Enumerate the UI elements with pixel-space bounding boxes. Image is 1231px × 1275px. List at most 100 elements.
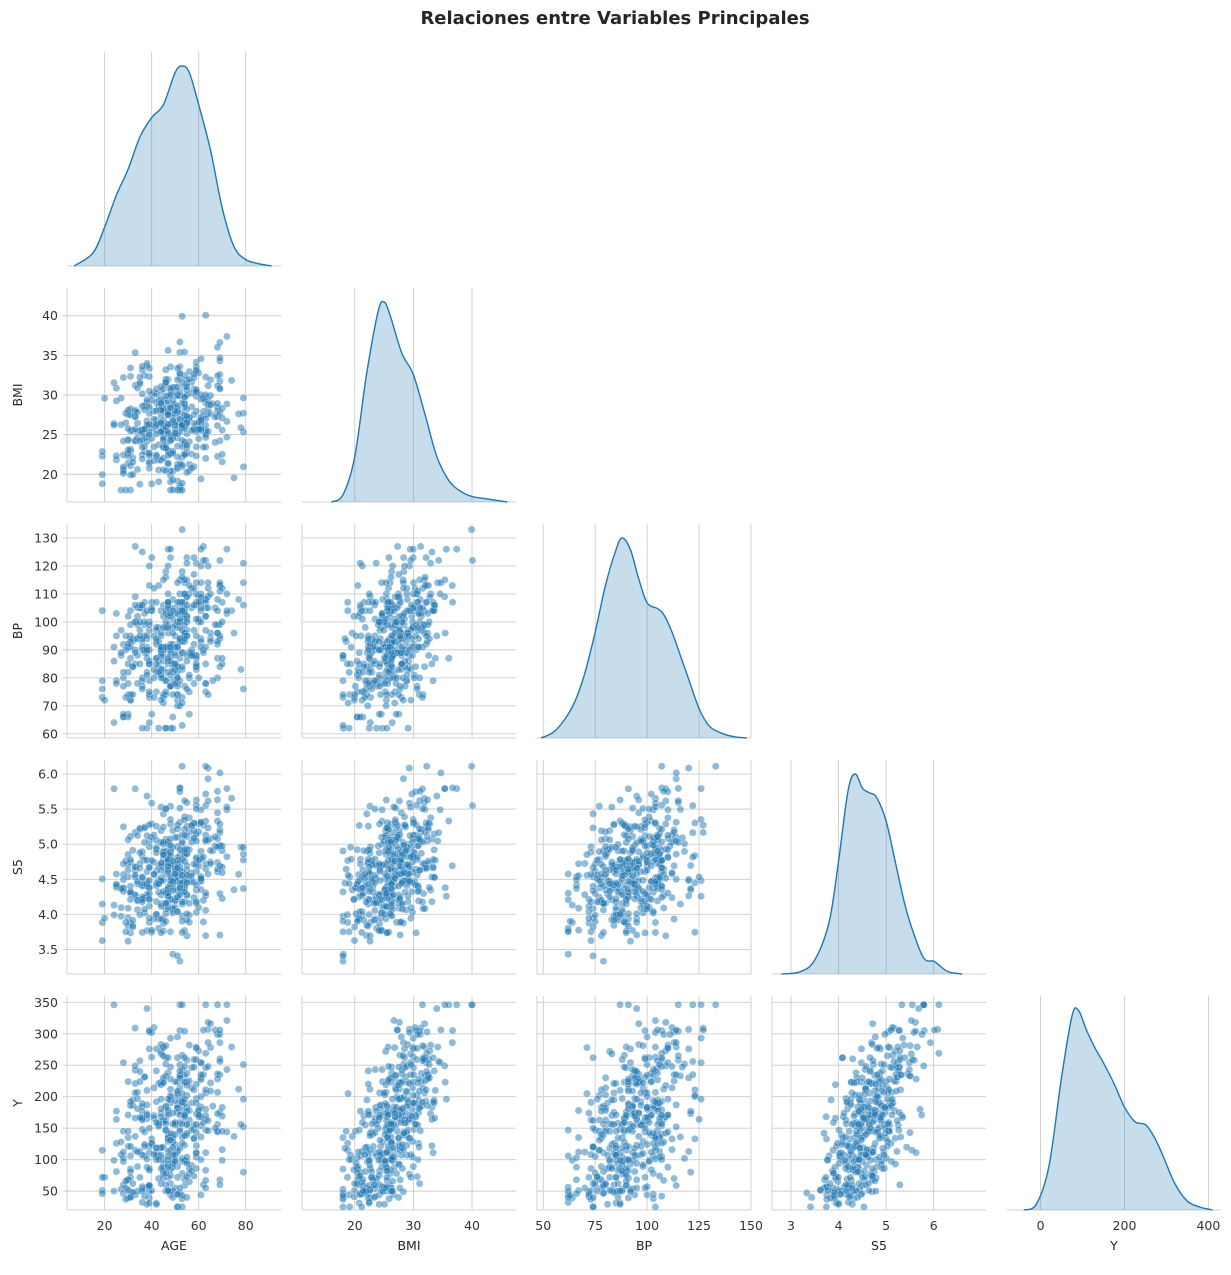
ylabel-bmi: BMI — [10, 383, 25, 406]
scatter-point — [697, 815, 705, 824]
scatter-point — [676, 805, 685, 814]
kde-fill-y — [1023, 1007, 1213, 1210]
scatter-point — [364, 646, 373, 654]
scatter-point — [668, 868, 676, 877]
scatter-point — [216, 1026, 224, 1034]
scatter-point — [145, 718, 154, 727]
scatter-point — [630, 887, 639, 896]
scatter-point — [204, 870, 212, 878]
scatter-point — [881, 1129, 890, 1137]
scatter-point — [437, 769, 445, 777]
scatter-point — [672, 769, 681, 777]
scatter-point — [145, 876, 154, 885]
scatter-point — [442, 545, 451, 554]
ytick-label: 120 — [34, 558, 58, 573]
scatter-point — [616, 1200, 624, 1209]
scatter-point — [159, 823, 168, 831]
scatter-point — [632, 1176, 641, 1184]
scatter-point — [197, 1191, 205, 1199]
scatter-point — [223, 400, 231, 408]
scatter-point — [133, 679, 142, 688]
scatter-point — [881, 1103, 889, 1112]
scatter-point — [157, 929, 165, 937]
scatter-point — [402, 637, 411, 646]
scatter-point — [136, 660, 144, 668]
scatter-point — [635, 857, 643, 865]
scatter-point — [143, 646, 151, 654]
scatter-point — [365, 1198, 374, 1207]
scatter-point — [216, 338, 224, 347]
scatter-point — [117, 912, 125, 921]
scatter-point — [426, 559, 435, 568]
scatter-point — [585, 1109, 593, 1117]
scatter-point — [657, 1120, 666, 1128]
scatter-point — [354, 877, 363, 886]
scatter-point — [190, 679, 198, 688]
scatter-point — [697, 1001, 705, 1009]
scatter-point — [390, 699, 399, 707]
scatter-point — [110, 1187, 118, 1195]
scatter-point — [605, 879, 614, 888]
scatter-point — [639, 1079, 647, 1087]
scatter-point — [213, 606, 222, 615]
scatter-point — [211, 413, 219, 421]
scatter-point — [100, 394, 109, 403]
scatter-point — [383, 1167, 392, 1175]
scatter-point — [136, 1113, 144, 1122]
scatter-point — [223, 545, 231, 554]
scatter-point — [157, 696, 165, 705]
scatter-point — [347, 643, 356, 651]
scatter-point — [620, 1063, 629, 1071]
scatter-point — [865, 1077, 873, 1086]
scatter-point — [670, 1174, 678, 1183]
scatter-point — [124, 1111, 132, 1119]
scatter-point — [145, 364, 154, 373]
scatter-point — [358, 615, 367, 623]
scatter-point — [364, 1080, 373, 1088]
scatter-point — [352, 632, 360, 640]
scatter-point — [612, 879, 620, 888]
scatter-point — [178, 699, 186, 707]
scatter-point — [197, 354, 205, 363]
scatter-point — [448, 581, 457, 590]
scatter-point — [917, 1111, 926, 1119]
scatter-point — [406, 853, 415, 861]
scatter-point — [657, 856, 666, 865]
kde-fill-age — [74, 66, 272, 266]
scatter-point — [595, 1146, 604, 1154]
scatter-point — [347, 855, 356, 864]
scatter-point — [213, 809, 222, 817]
scatter-point — [126, 895, 135, 904]
scatter-point — [699, 828, 708, 837]
scatter-point — [672, 1101, 681, 1109]
scatter-point — [131, 871, 139, 879]
scatter-point — [375, 848, 384, 857]
scatter-point — [626, 937, 635, 946]
scatter-point — [192, 1128, 201, 1137]
scatter-point — [150, 1150, 158, 1159]
scatter-point — [855, 1107, 863, 1115]
scatter-point — [387, 884, 396, 893]
scatter-point — [711, 762, 720, 771]
scatter-point — [371, 1128, 379, 1137]
scatter-point — [697, 1058, 705, 1067]
scatter-point — [639, 887, 647, 896]
scatter-point — [339, 676, 347, 685]
kde-fill-bp — [541, 538, 747, 738]
scatter-point — [672, 1070, 681, 1079]
scatter-point — [662, 820, 670, 828]
scatter-point — [213, 796, 222, 804]
scatter-point — [383, 724, 391, 733]
scatter-point — [213, 629, 222, 637]
scatter-point — [180, 1111, 189, 1119]
scatter-point — [651, 1088, 660, 1097]
scatter-point — [651, 819, 660, 827]
scatter-point — [691, 1135, 699, 1143]
scatter-point — [442, 892, 451, 901]
scatter-point — [583, 1089, 591, 1098]
scatter-point — [394, 592, 402, 601]
scatter-point — [216, 889, 224, 898]
scatter-point — [385, 1194, 393, 1203]
scatter-point — [168, 476, 177, 484]
